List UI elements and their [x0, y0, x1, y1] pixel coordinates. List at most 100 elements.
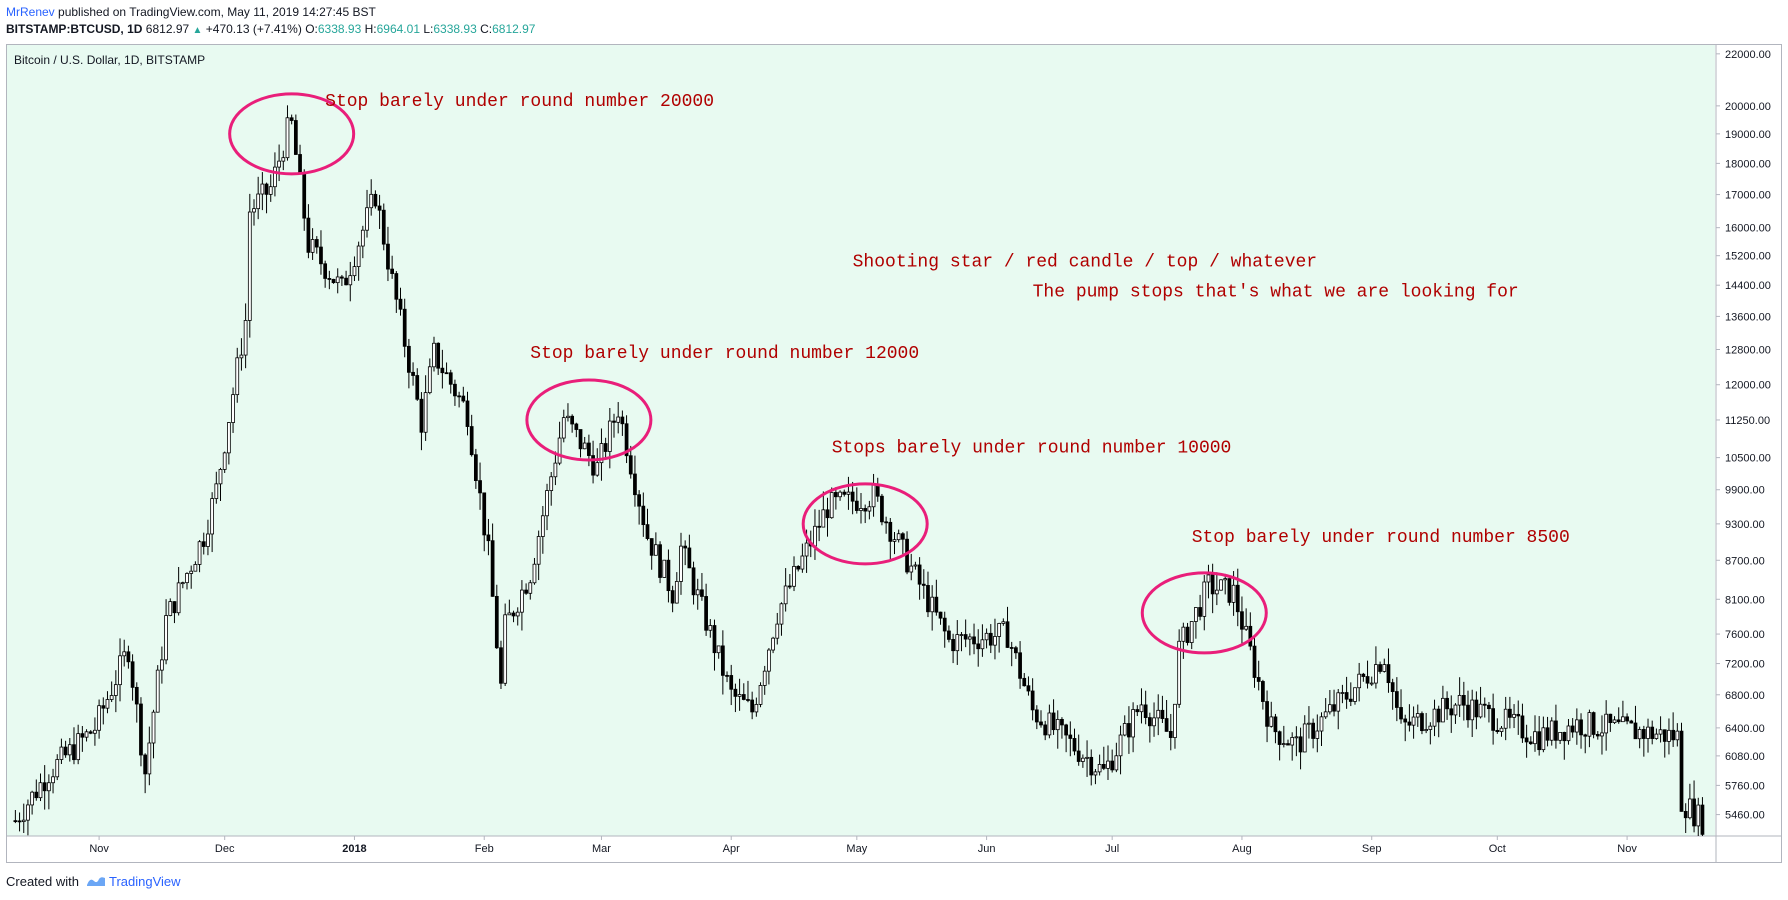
candle-body [1340, 692, 1345, 694]
price-tick-label: 6400.00 [1725, 723, 1765, 735]
candle-body [423, 392, 428, 433]
candle-body [683, 545, 688, 549]
candle-body [201, 541, 206, 547]
candle-body [1081, 757, 1085, 762]
candle-body [168, 601, 173, 616]
candle-body [666, 559, 671, 592]
candle-body [1625, 716, 1629, 722]
candle-body [934, 596, 939, 613]
candle-body [620, 416, 625, 425]
candle-body [880, 495, 884, 523]
candle-body [1122, 723, 1127, 736]
candle-body [1114, 755, 1119, 771]
price-tick-label: 5760.00 [1725, 780, 1765, 792]
candle-body [1587, 712, 1592, 737]
candle-body [323, 263, 328, 279]
candle-body [582, 442, 587, 450]
candle-body [1353, 687, 1357, 702]
price-tick-label: 9300.00 [1725, 519, 1765, 531]
candle-body [545, 490, 549, 517]
time-tick-label: Mar [592, 843, 611, 855]
candle-body [1411, 716, 1416, 726]
annotation-text: Stop barely under round number 8500 [1192, 528, 1570, 548]
candle-body [386, 243, 390, 270]
candle-body [536, 536, 541, 565]
open-value: 6338.93 [317, 22, 362, 36]
tradingview-link[interactable]: TradingView [109, 874, 181, 889]
candle-body [1495, 729, 1500, 732]
candle-body [779, 603, 784, 625]
candle-body [955, 634, 960, 652]
candle-body [293, 120, 298, 155]
candle-body [1231, 584, 1236, 603]
candle-body [1545, 727, 1550, 741]
candle-body [407, 345, 411, 373]
candle-body [239, 354, 244, 359]
time-tick-label: May [846, 843, 867, 855]
candle-body [813, 525, 817, 547]
candle-body [658, 544, 662, 578]
time-tick-label: Feb [475, 843, 494, 855]
candle-body [1646, 726, 1650, 739]
candle-body [737, 694, 742, 697]
candle-body [256, 193, 261, 210]
plot-area[interactable] [7, 45, 1715, 836]
candle-body [180, 582, 185, 585]
price-axis[interactable]: 22000.00 20000.00 19000.00 18000.00 17000.00… [1716, 49, 1771, 822]
time-axis[interactable]: Nov Dec 2018 Feb Mar Apr May Jun Jul Aug Sep Oct Nov [89, 836, 1637, 855]
candle-body [285, 117, 290, 159]
candle-body [1641, 729, 1646, 739]
candle-body [963, 634, 968, 640]
author-link[interactable]: MrRenev [6, 5, 55, 19]
candle-body [704, 596, 708, 631]
candle-body [390, 268, 395, 274]
time-tick-label: Dec [215, 843, 235, 855]
candle-body [767, 649, 771, 672]
candles-group [13, 105, 1705, 836]
candle-body [716, 645, 721, 654]
candle-body [938, 611, 943, 619]
candle-body [1206, 574, 1211, 583]
candle-body [645, 524, 650, 539]
candle-body [482, 492, 487, 536]
candle-body [1277, 731, 1282, 745]
candle-body [821, 509, 826, 528]
price-tick-label: 13600.00 [1725, 311, 1771, 323]
candle-body [1001, 621, 1006, 624]
time-tick-label: Apr [723, 843, 740, 855]
candle-body [1679, 730, 1684, 812]
candle-body [473, 454, 478, 482]
candle-body [1415, 713, 1420, 718]
candle-body [1688, 798, 1692, 819]
candle-body [109, 695, 114, 700]
candle-body [51, 776, 55, 784]
candle-body [1508, 708, 1512, 718]
candle-body [231, 394, 235, 423]
candle-body [930, 596, 935, 613]
price-tick-label: 20000.00 [1725, 101, 1771, 113]
candle-body [306, 217, 311, 253]
candle-body [1156, 709, 1161, 719]
candle-body [1152, 717, 1156, 727]
candle-body [578, 429, 583, 450]
candle-body [310, 239, 315, 253]
candle-body [1549, 720, 1554, 741]
candle-body [1173, 703, 1177, 738]
candle-body [520, 589, 524, 613]
candle-body [1139, 704, 1144, 713]
candle-body [1244, 625, 1249, 630]
candle-body [633, 473, 637, 496]
high-label: H: [364, 22, 377, 36]
candle-body [369, 193, 374, 209]
price-chart[interactable]: Stop barely under round number 20000 Stop… [6, 44, 1782, 863]
price-tick-label: 19000.00 [1725, 129, 1771, 141]
candle-body [599, 443, 604, 464]
candle-body [1604, 713, 1609, 734]
candle-body [691, 567, 696, 596]
candle-body [1382, 664, 1387, 672]
candle-body [1177, 640, 1182, 705]
candle-body [478, 480, 482, 494]
candle-body [553, 462, 558, 478]
candle-body [720, 645, 725, 676]
candle-body [264, 183, 269, 195]
